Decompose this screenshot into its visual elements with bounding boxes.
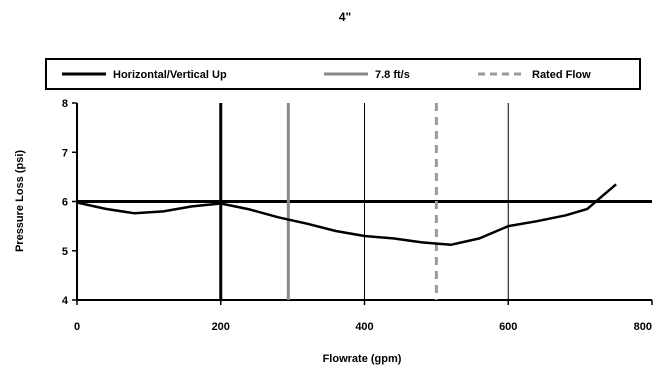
x-tick-label-4: 800: [634, 321, 652, 333]
chart-title: 4": [339, 10, 351, 24]
y-tick-label-3: 7: [62, 147, 68, 159]
x-axis-label: Flowrate (gpm): [323, 353, 402, 365]
x-tick-label-3: 600: [499, 321, 517, 333]
legend-label-rated-flow: Rated Flow: [532, 69, 591, 81]
y-axis-label: Pressure Loss (psi): [14, 150, 26, 252]
y-tick-label-2: 6: [62, 197, 68, 209]
y-tick-label-4: 8: [62, 98, 68, 110]
y-tick-label-0: 4: [62, 295, 69, 307]
x-tick-label-0: 0: [74, 321, 80, 333]
legend-label-7-8-fts: 7.8 ft/s: [375, 69, 410, 81]
x-tick-label-1: 200: [212, 321, 230, 333]
series-3-line: [76, 183, 617, 247]
legend-label-horizontal-vertical-up: Horizontal/Vertical Up: [113, 69, 227, 81]
y-tick-label-1: 5: [62, 246, 68, 258]
legend: Horizontal/Vertical Up 7.8 ft/s Rated Fl…: [45, 58, 641, 90]
x-tick-label-2: 400: [355, 321, 373, 333]
plot-area: 4 5 6 7 8 0 200 400 600 800: [62, 98, 653, 333]
